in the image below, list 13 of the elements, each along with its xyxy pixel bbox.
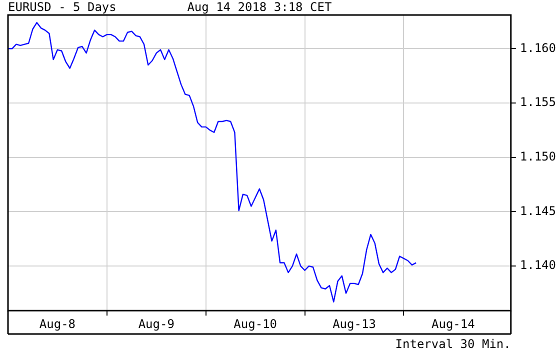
y-tick-label: 1.155 [520, 95, 556, 110]
y-tick-label: 1.145 [520, 204, 556, 218]
chart-subtitle: Aug 14 2018 3:18 CET [187, 0, 332, 14]
x-tick-label: Aug-8 [39, 316, 76, 331]
x-tick-label: Aug-10 [234, 316, 277, 331]
x-tick-label: Aug-13 [332, 316, 376, 331]
x-tick-label: Aug-14 [431, 316, 475, 331]
y-tick-label: 1.150 [520, 149, 556, 164]
y-tick-label: 1.160 [520, 40, 556, 55]
x-tick-label: Aug-9 [138, 316, 174, 331]
chart-title: EURUSD - 5 Days [8, 0, 116, 14]
y-tick-label: 1.140 [520, 258, 556, 272]
text: Interval 30 Min. [395, 337, 511, 350]
